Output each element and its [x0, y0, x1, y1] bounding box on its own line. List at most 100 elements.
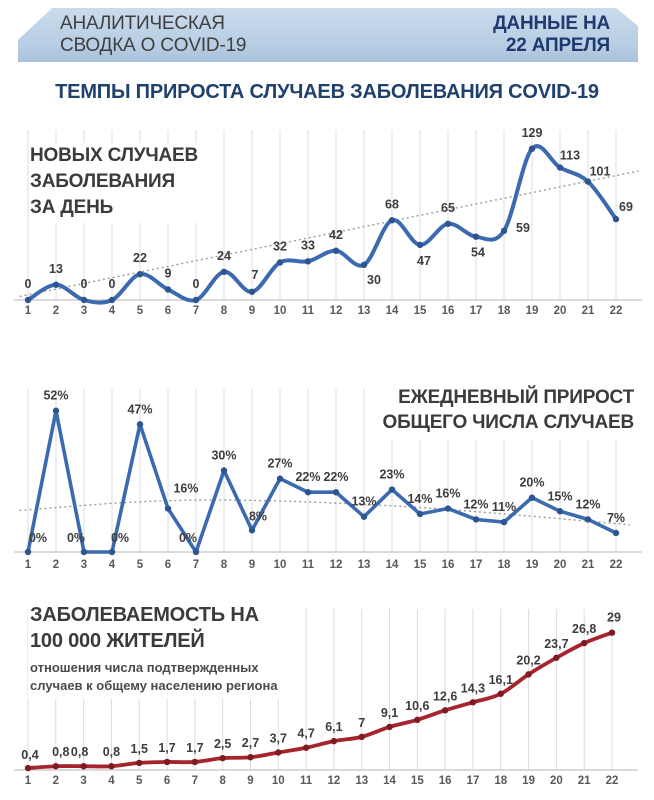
data-label: 68: [385, 197, 399, 211]
data-label: 30: [367, 273, 381, 287]
data-label: 65: [441, 201, 455, 215]
data-label: 16%: [435, 487, 460, 501]
data-point-marker: [525, 671, 532, 678]
data-label: 69: [619, 200, 633, 214]
x-tick-label: 2: [53, 559, 59, 571]
data-point-marker: [553, 654, 560, 661]
data-point-marker: [276, 475, 284, 482]
data-point-marker: [275, 749, 282, 756]
data-label: 33: [301, 238, 315, 252]
data-label: 23%: [379, 468, 404, 482]
x-tick-label: 12: [328, 775, 341, 787]
data-point-marker: [500, 518, 508, 526]
data-point-marker: [302, 744, 310, 751]
data-point-marker: [612, 215, 620, 223]
data-point-marker: [388, 486, 396, 493]
data-point-marker: [416, 241, 424, 249]
data-label: 29: [607, 611, 621, 625]
x-tick-label: 20: [554, 305, 567, 317]
data-point-marker: [556, 164, 564, 171]
data-label: 2,7: [242, 736, 259, 750]
data-point-marker: [276, 259, 284, 266]
data-label: 1,7: [158, 741, 175, 755]
series-line: [26, 408, 618, 554]
data-label: 12,6: [433, 689, 457, 703]
data-label: 10,6: [405, 699, 429, 713]
data-label: 22%: [323, 470, 348, 484]
x-tick-label: 8: [221, 305, 228, 317]
data-point-marker: [192, 296, 200, 304]
x-tick-label: 7: [192, 775, 198, 787]
data-label: 0,4: [21, 748, 38, 762]
x-tick-label: 6: [164, 775, 170, 787]
data-label: 2,5: [214, 737, 231, 751]
x-tick-label: 17: [467, 775, 480, 787]
data-point-marker: [192, 548, 200, 556]
data-label: 1,7: [186, 741, 203, 755]
data-point-marker: [80, 763, 87, 770]
data-point-marker: [332, 247, 340, 254]
data-label: 13%: [351, 495, 376, 509]
x-tick-label: 9: [249, 559, 255, 571]
x-tick-label: 2: [53, 305, 59, 317]
x-tick-label: 14: [383, 775, 396, 787]
data-point-marker: [528, 145, 536, 152]
data-label: 0: [109, 277, 116, 291]
data-point-marker: [304, 489, 312, 496]
chart1-title-line1: НОВЫХ СЛУЧАЕВ: [30, 145, 199, 166]
data-point-marker: [220, 467, 228, 474]
x-tick-label: 15: [411, 775, 424, 787]
x-tick-label: 8: [221, 559, 228, 571]
data-label: 30%: [211, 449, 236, 463]
data-label: 0%: [111, 531, 129, 545]
x-tick-label: 21: [582, 305, 595, 317]
x-tick-label: 3: [81, 305, 87, 317]
x-tick-label: 18: [494, 775, 507, 787]
data-point-marker: [612, 529, 620, 537]
chart2-title: ЕЖЕДНЕВНЫЙ ПРИРОСТ ОБЩЕГО ЧИСЛА СЛУЧАЕВ: [368, 385, 635, 440]
x-tick-label: 21: [582, 559, 595, 571]
x-tick-label: 20: [554, 559, 567, 571]
x-tick-label: 2: [53, 775, 59, 787]
data-label: 14,3: [461, 681, 485, 695]
data-label: 0%: [179, 531, 197, 545]
x-tick-label: 11: [300, 775, 313, 787]
chart2-title-line2: ОБЩЕГО ЧИСЛА СЛУЧАЕВ: [382, 412, 635, 433]
data-label: 22: [133, 251, 147, 265]
x-tick-label: 7: [193, 559, 199, 571]
data-label: 32: [273, 239, 287, 253]
chart1-title-line3: ЗА ДЕНЬ: [30, 197, 114, 218]
report-date-line1: ДАННЫЕ НА: [493, 13, 610, 34]
data-label: 16%: [173, 482, 198, 496]
data-point-marker: [472, 516, 480, 523]
chart2-title-line1: ЕЖЕДНЕВНЫЙ ПРИРОСТ: [398, 387, 634, 408]
data-point-marker: [444, 505, 452, 512]
chart3-title: ЗАБОЛЕВАЕМОСТЬ НА 100 000 ЖИТЕЛЕЙ отноше…: [28, 602, 290, 699]
x-tick-label: 1: [25, 305, 32, 317]
data-label: 0%: [29, 531, 47, 545]
data-label: 7: [358, 716, 365, 730]
x-tick-label: 5: [137, 559, 144, 571]
data-point-marker: [136, 759, 143, 767]
page-title: ТЕМПЫ ПРИРОСТА СЛУЧАЕВ ЗАБОЛЕВАНИЯ COVID…: [55, 81, 599, 103]
x-tick-label: 19: [526, 559, 539, 571]
data-label: 47%: [127, 402, 152, 416]
data-label: 9,1: [381, 706, 398, 720]
data-label: 113: [560, 149, 580, 163]
x-tick-label: 4: [108, 775, 115, 787]
data-label: 129: [522, 126, 543, 140]
series-line: [26, 630, 614, 771]
data-point-marker: [584, 178, 592, 185]
data-label: 6,1: [325, 720, 342, 734]
report-title-line1: АНАЛИТИЧЕСКАЯ: [60, 13, 225, 34]
x-tick-label: 3: [81, 559, 87, 571]
data-point-marker: [80, 296, 88, 304]
x-tick-label: 1: [25, 775, 32, 787]
x-tick-label: 13: [355, 775, 368, 787]
data-point-marker: [220, 268, 228, 276]
data-label: 101: [590, 165, 611, 179]
data-label: 12%: [575, 497, 600, 511]
data-point-marker: [247, 754, 254, 761]
data-point-marker: [108, 548, 116, 556]
